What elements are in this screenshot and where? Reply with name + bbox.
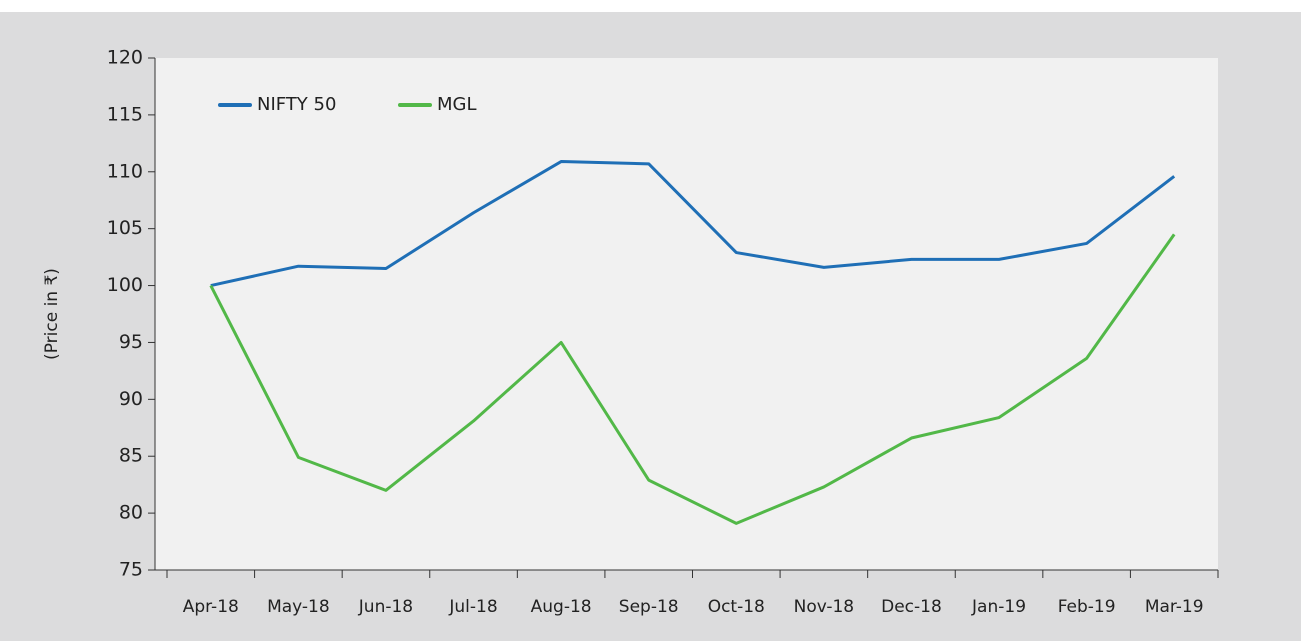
y-axis-label: (Price in ₹) (42, 268, 62, 360)
legend-label: MGL (437, 94, 477, 115)
y-tick-label: 90 (119, 388, 143, 410)
y-tick-label: 75 (119, 559, 143, 581)
legend-label: NIFTY 50 (257, 94, 336, 115)
x-tick-label: Jun-18 (358, 597, 413, 617)
x-tick-label: Jul-18 (448, 597, 497, 617)
x-tick-label: Aug-18 (531, 597, 592, 617)
x-tick-label: Sep-18 (619, 597, 679, 617)
plot-background (155, 58, 1218, 570)
y-tick-label: 110 (107, 160, 143, 182)
x-tick-label: Dec-18 (881, 597, 942, 617)
series-line (209, 233, 1176, 525)
x-tick-label: Oct-18 (708, 597, 765, 617)
y-tick-label: 100 (107, 274, 143, 296)
x-tick-label: Nov-18 (794, 597, 855, 617)
y-tick-label: 120 (107, 47, 143, 69)
y-tick-label: 80 (119, 502, 143, 524)
x-tick-label: Feb-19 (1058, 597, 1116, 617)
y-tick-label: 85 (119, 445, 143, 467)
y-tick-label: 95 (119, 331, 143, 353)
series-line (210, 160, 1176, 288)
x-tick-label: May-18 (267, 597, 330, 617)
y-tick-label: 105 (107, 217, 143, 239)
x-tick-label: Apr-18 (183, 597, 239, 617)
x-tick-label: Mar-19 (1145, 597, 1204, 617)
x-tick-label: Jan-19 (971, 597, 1026, 617)
y-tick-label: 115 (107, 103, 143, 125)
